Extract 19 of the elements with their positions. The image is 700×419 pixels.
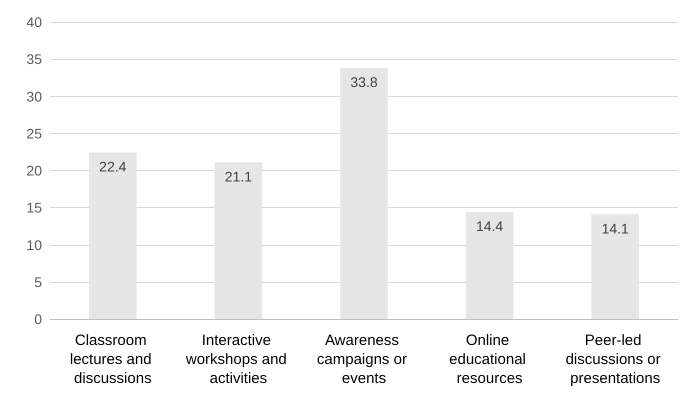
data-label: 14.4 [476,218,504,234]
y-tick-label: 40 [26,14,42,30]
y-tick-label: 30 [26,88,42,104]
x-tick-label: Classroom lectures and discussions [70,332,156,387]
y-tick-label: 0 [34,311,42,327]
x-tick-label: Online educational resources [449,332,530,387]
y-tick-label: 15 [26,200,42,216]
y-tick-label: 5 [34,274,42,290]
y-tick-label: 35 [26,51,42,68]
x-tick-label: Peer-led discussions or presentations [566,332,665,387]
y-tick-label: 20 [26,162,42,178]
y-tick-label: 10 [26,236,42,253]
x-tick-label: Awareness campaigns or events [316,332,412,387]
data-label: 22.4 [99,158,127,175]
data-label: 33.8 [350,74,378,90]
data-label: 14.1 [602,220,630,236]
x-tick-label: Interactive workshops and activities [184,332,291,387]
y-tick-label: 25 [26,125,42,142]
data-label: 21.1 [224,168,252,184]
